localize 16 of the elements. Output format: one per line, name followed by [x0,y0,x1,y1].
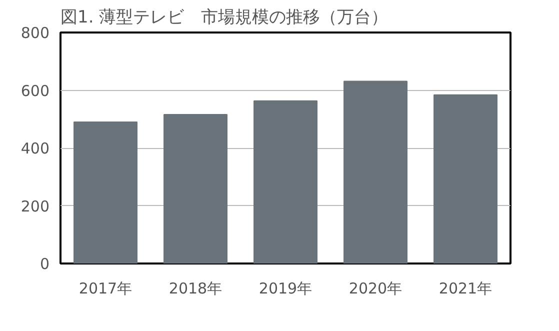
x-tick-label: 2019年 [258,280,312,298]
y-tick-label: 0 [40,255,50,273]
chart-title: 図1. 薄型テレビ 市場規模の推移（万台） [60,8,388,28]
x-tick-label: 2017年 [78,280,132,298]
bar [164,114,228,264]
x-tick-label: 2020年 [348,280,402,298]
x-tick-label: 2018年 [168,280,222,298]
bar [254,100,318,264]
y-tick-label: 600 [20,82,50,100]
bar [344,80,408,264]
bar [74,122,138,264]
y-tick-label: 400 [20,140,50,158]
y-tick-label: 800 [20,24,50,42]
y-tick-label: 200 [20,197,50,216]
x-tick-label: 2021年 [438,280,492,298]
bar [434,94,498,264]
